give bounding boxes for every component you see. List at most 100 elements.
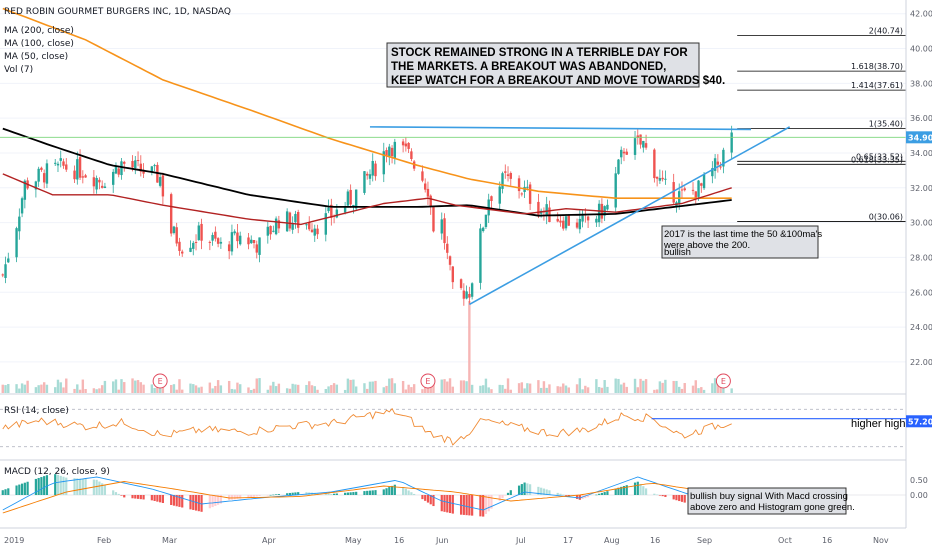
price-tick-label: 36.00 [910,114,932,123]
candle-body [294,213,297,223]
earnings-marker-label: E [158,377,163,386]
macd-histogram-bar [484,495,488,514]
main-note-line-1: STOCK REMAINED STRONG IN A TERRIBLE DAY … [391,47,688,59]
macd-legend[interactable]: MACD (12, 26, close, 9) [4,467,110,477]
candle-body [702,174,706,189]
candle-body [65,164,68,170]
volume-bar [327,386,330,393]
volume-bar [388,378,391,393]
volume-bar [181,389,184,393]
price-axis[interactable]: 42.00 40.00 38.00 36.00 34.00 32.00 30.00 28.00… [906,10,932,367]
candle-body [45,163,49,184]
volume-bar [606,386,609,393]
earnings-marker [420,373,436,389]
candle-body [556,218,559,222]
rsi-legend[interactable]: RSI (14, close) [4,406,69,416]
main-note[interactable]: STOCK REMAINED STRONG IN A TERRIBLE DAY … [386,42,725,88]
candle-body [277,220,281,229]
volume-bar [432,382,435,393]
ma-note[interactable]: 2017 is the last time the 50 &100ma's we… [661,225,822,259]
macd-histogram-bar [131,495,134,499]
candle-body [374,163,377,177]
candle-body [426,188,430,197]
macd-histogram-bar [426,495,430,503]
candle-body [272,230,275,232]
volume-bar [308,381,311,393]
volume-bar [45,384,49,393]
candle-body [142,169,145,174]
candle-body [711,168,714,177]
macd-histogram-bar [595,494,598,496]
candle-body [664,178,667,180]
macd-histogram-bar [217,495,220,505]
volume-bar [639,378,642,393]
ma100-legend[interactable]: MA (100, close) [4,39,74,49]
volume-bar [429,383,432,393]
time-tick-label: 17 [563,536,573,545]
macd-histogram-bar [76,478,79,495]
macd-histogram-bar [393,484,396,495]
ma200-legend[interactable]: MA (200, close) [4,26,74,36]
volume-bar [343,389,347,393]
macd-histogram-bar [625,485,628,495]
volume-bar [697,388,700,393]
macd-histogram-bar [156,495,159,502]
moving-averages [2,7,732,226]
macd-histogram-bar [600,492,603,495]
volume-bar [575,384,579,393]
macd-histogram-bar [658,495,661,496]
macd-histogram-bar [683,495,686,503]
candle-body [564,216,568,229]
volume-bar [65,378,68,393]
volume-bar [26,380,29,393]
macd-histogram-bar [661,495,664,497]
volume-bar [76,384,79,393]
rsi-line [2,407,732,446]
macd-pane: 0.50 0.00 [0,474,928,517]
volume-bar [523,388,526,393]
volume-bar [139,382,143,393]
time-tick-label: 2019 [4,536,24,545]
macd-histogram-bar [451,495,454,514]
macd-histogram-bar [181,495,184,508]
macd-tick-label: 0.50 [910,476,928,485]
volume-bar [92,388,96,393]
candle-body [208,241,212,243]
macd-histogram-bar [150,495,153,501]
candle-body [468,293,471,298]
candle-body [722,149,725,167]
candle-body [401,141,405,146]
macd-histogram-bar [120,495,123,496]
candle-body [484,214,488,228]
macd-histogram-bar [490,495,493,509]
macd-histogram-bar [236,495,239,499]
macd-histogram-bar [230,495,234,500]
candle-body [498,186,501,204]
candle-body [78,157,82,178]
ma50-legend[interactable]: MA (50, close) [4,52,68,62]
volume-bar [247,387,250,393]
volume-bar [363,383,366,393]
macd-note-line-2: above zero and Histogram gone green. [690,502,855,513]
candle-body [517,178,521,192]
candle-body [227,244,231,252]
vol-legend[interactable]: Vol (7) [4,65,33,75]
candle-body [131,160,134,168]
time-axis[interactable]: 2019 Feb Mar Apr May 16 Jun Jul 17 Aug 16 Sep Oct 16 N… [4,536,889,545]
volume-bar [73,388,76,393]
volume-bar [142,384,145,393]
volume-bar [175,389,178,393]
macd-note[interactable]: bullish buy signal With Macd crossing ab… [687,487,855,515]
rsi-note[interactable]: higher high [851,418,905,430]
volume-bar [526,383,529,393]
volume-bar [305,384,308,393]
volume-bar [465,381,468,393]
macd-histogram-bar [192,495,195,510]
volume-bar [95,389,98,393]
macd-histogram-bar [54,474,57,495]
volume-bar [178,379,181,393]
macd-histogram-bar [564,495,568,496]
volume-bar [421,389,424,393]
candle-body [250,239,253,244]
